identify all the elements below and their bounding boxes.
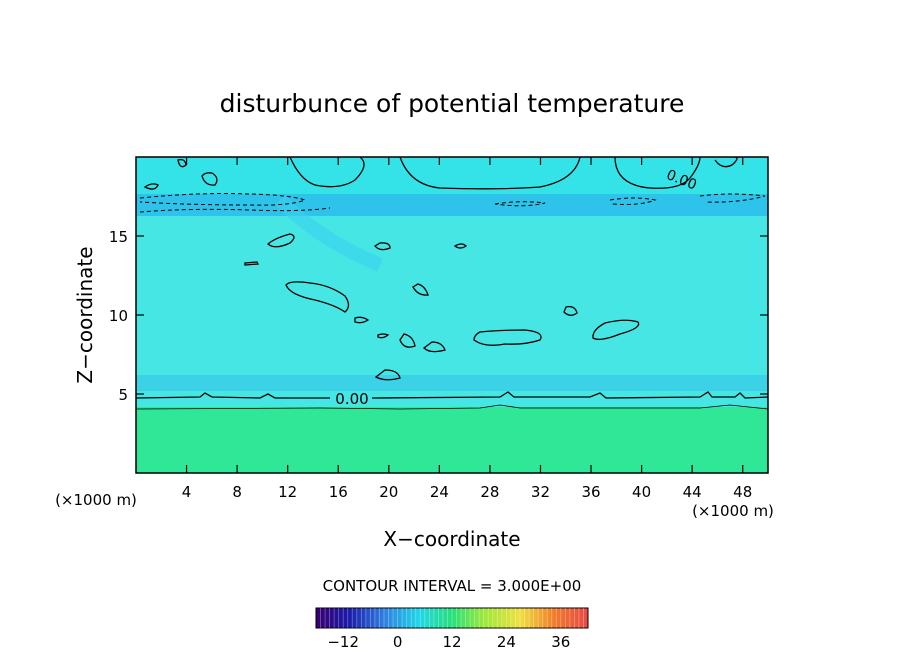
contour-mid-5 — [412, 283, 429, 296]
contour-neg-2 — [139, 207, 331, 213]
contour-mid-4 — [453, 243, 468, 249]
contour-neg-1 — [139, 193, 307, 206]
contour-mid-6 — [473, 329, 542, 346]
contour-mid-7 — [592, 319, 640, 340]
contour-mid-1 — [285, 281, 350, 313]
contour-upper-1 — [289, 157, 365, 188]
x-axis-title: X−coordinate — [383, 527, 520, 551]
chart-title: disturbunce of potential temperature — [220, 89, 685, 118]
contour-mid-8 — [563, 305, 578, 316]
contour-neg-3 — [494, 201, 546, 207]
contour-mid-12 — [244, 261, 260, 266]
y-tick-label-2: 15 — [109, 228, 128, 246]
y-axis-title: Z−coordinate — [73, 246, 97, 383]
x-tick-label-10: 44 — [683, 483, 702, 501]
x-tick-label-3: 16 — [329, 483, 348, 501]
contour-upper-6 — [143, 183, 159, 190]
x-tick-label-0: 4 — [182, 483, 192, 501]
contour-label-lower: 0.00 — [335, 390, 368, 408]
x-tick-label-7: 32 — [531, 483, 550, 501]
contour-mid-9 — [399, 333, 416, 348]
contour-upper-4 — [714, 157, 738, 168]
colorbar-tick-label-3: 24 — [497, 633, 516, 651]
colorbar-tick-label-4: 36 — [551, 633, 570, 651]
x-tick-label-5: 24 — [430, 483, 449, 501]
contour-neg-5 — [699, 193, 766, 203]
colorbar — [315, 607, 589, 629]
contour-mid-14 — [377, 333, 390, 339]
x-tick-label-8: 36 — [581, 483, 600, 501]
contour-mid-13 — [354, 316, 370, 324]
y-tick-label-1: 10 — [109, 307, 128, 325]
x-tick-label-11: 48 — [733, 483, 752, 501]
field-shallow-band — [136, 375, 768, 391]
contour-mid-11 — [374, 369, 401, 381]
x-tick-label-2: 12 — [278, 483, 297, 501]
colorbar-tick-label-2: 12 — [442, 633, 461, 651]
y-tick-label-0: 5 — [118, 386, 128, 404]
y-axis-ticks: 5 10 15 — [109, 228, 768, 404]
contour-zero-lower — [136, 391, 768, 399]
x-unit-label: (×1000 m) — [692, 502, 774, 520]
x-tick-label-6: 28 — [480, 483, 499, 501]
contour-zero-lower-thin — [136, 404, 768, 410]
contour-neg-4 — [609, 197, 657, 205]
x-tick-label-4: 20 — [379, 483, 398, 501]
contour-upper-2 — [399, 157, 581, 190]
y-unit-label: (×1000 m) — [55, 491, 137, 509]
contour-mid-2 — [267, 233, 295, 248]
contour-lines — [136, 157, 768, 410]
contour-upper-5 — [201, 172, 218, 186]
x-axis-ticks: 4 8 12 16 20 24 28 32 36 40 44 48 — [182, 157, 752, 501]
colorbar-bins — [320, 608, 584, 628]
contour-upper-3 — [614, 157, 701, 189]
colorbar-tick-label-1: 0 — [393, 633, 403, 651]
x-tick-label-9: 40 — [632, 483, 651, 501]
x-tick-label-1: 8 — [232, 483, 242, 501]
field-streak — [275, 195, 383, 272]
contour-interval-text: CONTOUR INTERVAL = 3.000E+00 — [323, 577, 582, 595]
field-lower-layer — [136, 407, 768, 473]
colorbar-tick-label-0: −12 — [327, 633, 359, 651]
colorbar-ticks: −12 0 12 24 36 — [327, 633, 570, 651]
contour-mid-10 — [423, 341, 446, 353]
contour-mid-3 — [374, 242, 391, 251]
contour-negative — [139, 193, 766, 213]
plot-area — [136, 157, 768, 473]
